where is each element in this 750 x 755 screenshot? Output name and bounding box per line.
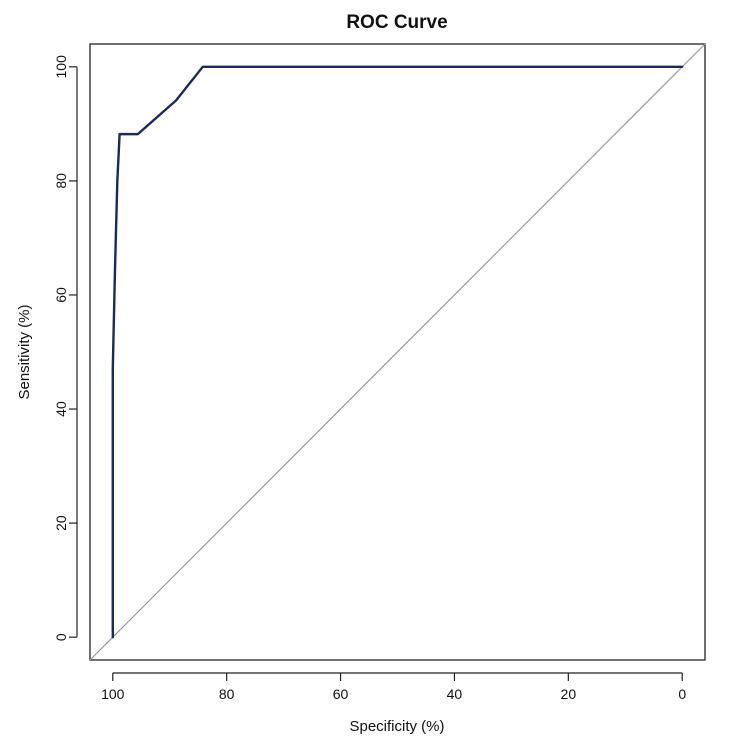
y-tick-label: 40 (53, 401, 69, 417)
y-tick-label: 0 (53, 633, 69, 641)
y-tick-label: 80 (53, 173, 69, 189)
chart-title: ROC Curve (346, 12, 447, 33)
x-tick-label: 100 (101, 686, 125, 702)
x-axis-title: Specificity (%) (349, 718, 444, 735)
roc-curve-line (111, 65, 684, 639)
x-tick-label: 20 (561, 686, 577, 702)
x-tick-label: 80 (219, 686, 235, 702)
y-axis-title: Sensitivity (%) (16, 304, 33, 399)
x-tick-label: 0 (678, 686, 686, 702)
x-tick-label: 60 (333, 686, 349, 702)
reference-diagonal-line (89, 43, 706, 661)
plot-frame (89, 43, 706, 661)
x-tick-label: 40 (447, 686, 463, 702)
y-tick-label: 60 (53, 287, 69, 303)
plot-area: 100 80 60 40 20 0 0 20 40 60 80 100 (53, 43, 706, 702)
y-tick-label: 100 (53, 55, 69, 79)
y-tick-label: 20 (53, 515, 69, 531)
